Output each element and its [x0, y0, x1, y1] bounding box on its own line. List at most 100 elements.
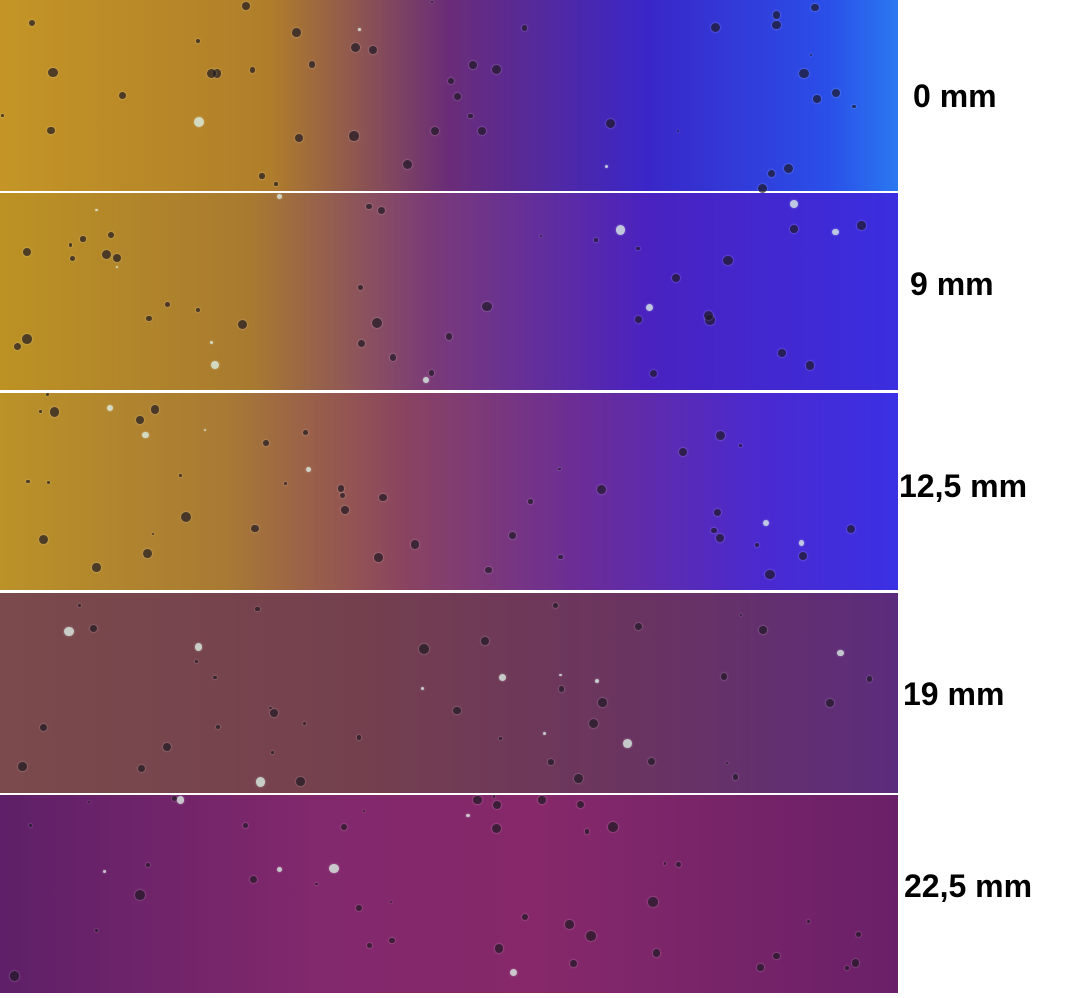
speckle: [494, 944, 503, 953]
micrograph-strip: [0, 393, 898, 590]
speckle: [565, 920, 574, 929]
speckle: [28, 20, 35, 27]
speckle: [723, 255, 733, 265]
speckle: [762, 519, 769, 526]
speckle: [720, 673, 727, 680]
speckle: [679, 448, 687, 456]
speckle: [388, 937, 395, 944]
speckle: [772, 10, 781, 19]
speckle: [677, 129, 680, 133]
speckle: [95, 928, 98, 932]
speckle: [857, 221, 866, 230]
speckle: [558, 686, 565, 692]
speckle: [151, 532, 155, 535]
speckle: [277, 867, 283, 872]
speckle: [107, 231, 114, 238]
speckle: [28, 823, 33, 828]
speckle: [329, 864, 339, 874]
speckle: [194, 643, 203, 651]
speckle: [825, 698, 834, 707]
speckle: [773, 952, 780, 960]
speckle: [143, 549, 153, 559]
speckle: [49, 407, 60, 417]
panel-label: 19 mm: [903, 676, 1005, 712]
micrograph-strip: [0, 593, 898, 793]
speckle: [119, 92, 127, 100]
speckle: [48, 67, 58, 77]
speckle: [95, 208, 98, 212]
speckle: [419, 644, 430, 655]
speckle: [790, 199, 799, 208]
speckle: [138, 765, 146, 773]
speckle: [672, 273, 681, 283]
speckle: [1, 114, 4, 117]
speckle: [357, 28, 361, 32]
speckle: [341, 506, 350, 515]
speckle: [212, 675, 217, 680]
speckle: [63, 626, 74, 637]
speckle: [856, 931, 862, 937]
speckle: [14, 343, 22, 351]
panel-label: 0 mm: [913, 78, 997, 114]
speckle: [377, 206, 385, 215]
micrograph-strip: [0, 0, 898, 193]
speckle: [767, 169, 775, 177]
speckle: [653, 949, 661, 957]
speckle: [270, 708, 279, 717]
speckle: [92, 563, 101, 572]
speckle: [339, 492, 346, 499]
speckle: [270, 751, 274, 755]
speckle: [711, 527, 717, 534]
speckle: [542, 731, 546, 735]
speckle: [832, 89, 841, 98]
speckle: [482, 301, 492, 312]
speckle: [778, 349, 787, 358]
speckle: [589, 719, 599, 729]
speckle: [714, 509, 722, 516]
speckle: [255, 606, 260, 612]
speckle: [636, 246, 640, 251]
speckle: [102, 249, 112, 259]
speckle: [805, 361, 815, 370]
speckle: [40, 723, 48, 732]
speckle: [9, 971, 20, 981]
speckle: [790, 225, 798, 233]
speckle: [811, 3, 819, 11]
speckle: [765, 569, 775, 580]
speckle: [274, 182, 278, 186]
speckle: [648, 897, 658, 907]
speckle: [485, 566, 493, 574]
speckle: [454, 93, 462, 101]
speckle: [799, 68, 809, 79]
speckle: [46, 481, 50, 485]
speckle: [704, 315, 715, 326]
speckle: [373, 553, 383, 562]
speckle: [315, 882, 318, 886]
speckle: [467, 113, 473, 119]
speckle: [851, 958, 860, 967]
speckle: [468, 60, 477, 69]
speckle: [296, 777, 305, 786]
speckle: [389, 900, 393, 904]
speckle: [715, 533, 725, 543]
speckle: [538, 796, 546, 804]
speckle: [389, 354, 397, 361]
speckle: [39, 535, 49, 545]
speckle: [710, 22, 720, 33]
speckle: [136, 416, 144, 424]
speckle: [210, 360, 220, 370]
speckle: [559, 673, 562, 677]
speckle: [212, 69, 222, 78]
speckle: [622, 739, 632, 748]
speckle: [466, 813, 470, 818]
speckle: [255, 777, 266, 787]
speckle: [594, 679, 599, 684]
speckle: [558, 467, 561, 471]
speckle: [209, 340, 214, 345]
speckle: [493, 801, 502, 810]
speckle: [570, 960, 577, 967]
speckle: [358, 284, 363, 290]
speckle: [584, 829, 589, 834]
speckle: [269, 706, 272, 710]
speckle: [366, 204, 372, 210]
